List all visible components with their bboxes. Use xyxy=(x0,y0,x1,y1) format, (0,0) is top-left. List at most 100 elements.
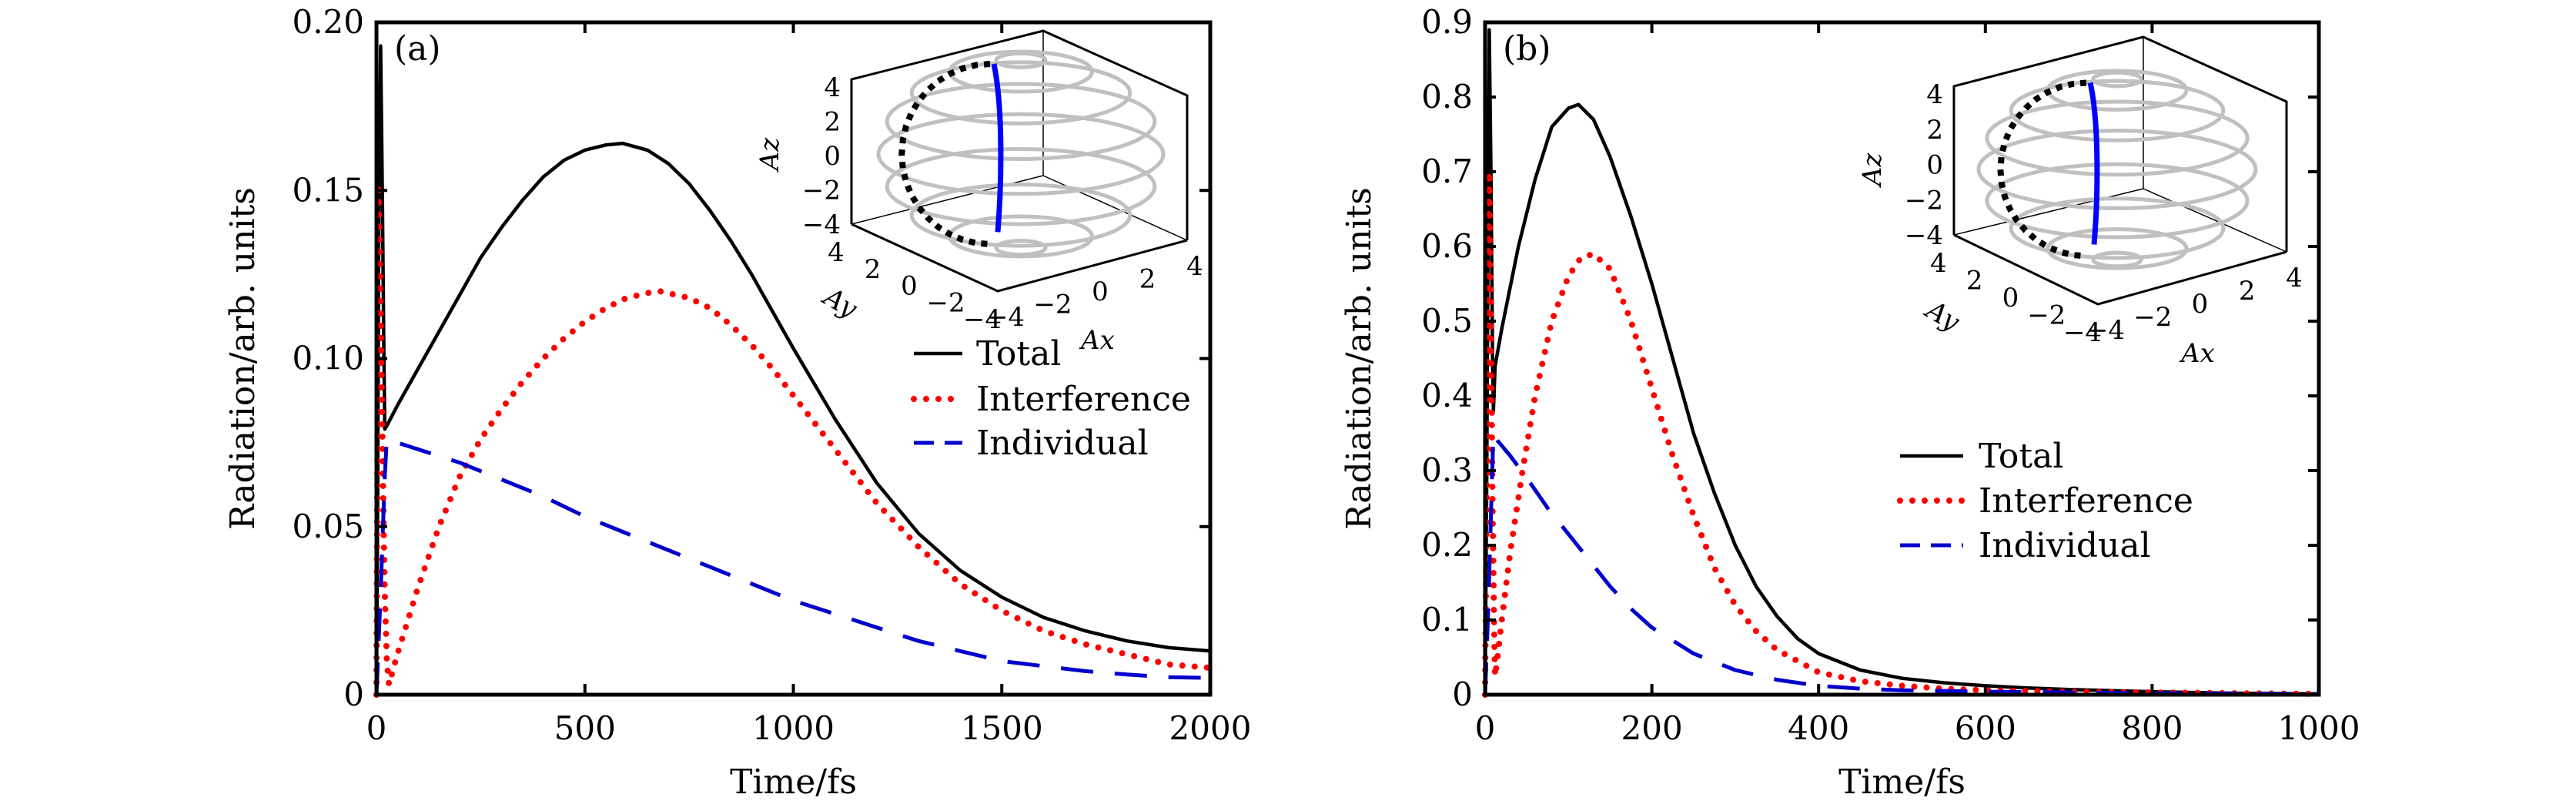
panel-a-legend: Total Interference Individual xyxy=(911,334,1191,463)
y-tick-label: 0.8 xyxy=(1421,78,1473,116)
panel-a-x-axis-title: Time/fs xyxy=(730,762,857,802)
inset-trace-dotted xyxy=(898,61,991,247)
inset-y-tick-label: 2 xyxy=(1966,266,1983,297)
inset-x-tick-label: 4 xyxy=(1186,251,1203,282)
legend-label-individual: Individual xyxy=(976,424,1149,463)
inset-sphere-ring xyxy=(1985,99,2250,177)
legend-label-total: Total xyxy=(976,334,1061,374)
inset-sphere-ring xyxy=(2009,196,2226,260)
inset-trace-solid xyxy=(2087,82,2100,245)
panel-a-y-axis-title: Radiation/arb. units xyxy=(223,187,263,530)
x-tick-label: 800 xyxy=(2121,709,2183,747)
inset-z-tick-label: −2 xyxy=(1905,185,1943,216)
x-tick-label: 1000 xyxy=(752,709,835,747)
x-tick-label: 1000 xyxy=(2278,709,2360,747)
panel-b-series-layer xyxy=(1482,28,2322,698)
inset-z-tick-label: 2 xyxy=(1926,115,1943,146)
inset-sphere-ring xyxy=(994,239,1048,257)
panel-b-plot-frame xyxy=(1483,20,2321,697)
x-tick-label: 2000 xyxy=(1169,709,1252,747)
inset-z-axis-title: Az xyxy=(1857,152,1888,189)
inset-sphere-ring xyxy=(885,147,1157,226)
inset-sphere-ring xyxy=(876,112,1166,196)
y-tick-label: 0.4 xyxy=(1421,377,1473,414)
inset-y-axis-title: Ay xyxy=(817,280,863,325)
inset-y-tick-label: 0 xyxy=(2002,283,2019,313)
inset-x-axis-title: Ax xyxy=(2179,338,2215,369)
panel-a-ticks: 0 500 1000 1500 2000 0 0.05 0.10 0.15 0.20 xyxy=(292,3,1251,747)
inset-z-tick-label: 4 xyxy=(824,72,841,103)
series-line-individual xyxy=(1483,431,2320,696)
inset-y-tick-label: 2 xyxy=(865,254,882,285)
inset-y-axis-title: Ay xyxy=(1919,293,1965,338)
inset-x-tick-label: 4 xyxy=(2286,263,2303,293)
panel-b-y-axis-title: Radiation/arb. units xyxy=(1340,187,1379,530)
inset-sphere-ring xyxy=(2046,227,2189,270)
y-tick-label: 0.1 xyxy=(1421,601,1473,638)
panel-a-plot-frame xyxy=(374,20,1213,697)
series-line-total xyxy=(1483,28,2320,696)
series-line-total xyxy=(374,44,1211,695)
panel-b-x-axis-title: Time/fs xyxy=(1838,762,1965,802)
inset-z-tick-label: −4 xyxy=(802,209,841,240)
inset-y-tick-label: −2 xyxy=(926,287,965,318)
inset-z-tick-label: −2 xyxy=(802,176,841,206)
inset-z-axis-title: Az xyxy=(754,137,785,173)
inset-box-base xyxy=(1953,233,2287,306)
y-tick-label: 0 xyxy=(343,675,364,713)
series-line-interference xyxy=(373,180,1213,698)
inset-z-tick-label: 2 xyxy=(824,107,841,138)
y-tick-label: 0.15 xyxy=(292,171,364,209)
inset-x-tick-label: 2 xyxy=(1139,264,1156,295)
inset-y-tick-label: −4 xyxy=(963,304,1002,335)
y-tick-label: 0.20 xyxy=(292,3,364,41)
y-tick-label: 0.6 xyxy=(1421,227,1473,265)
panel-a-label: (a) xyxy=(394,29,441,69)
panel-b-legend: Total Interference Individual xyxy=(1897,437,2193,565)
y-tick-label: 0.9 xyxy=(1421,3,1473,41)
inset-z-tick-label: 4 xyxy=(1926,79,1943,110)
panel-a: 0 500 1000 1500 2000 0 0.05 0.10 0.15 0.20 (a) Ti… xyxy=(223,3,1251,802)
series-line-individual xyxy=(374,437,1211,695)
inset-x-tick-label: −2 xyxy=(1033,290,1072,320)
inset-z-tick-label: −4 xyxy=(1905,220,1943,251)
x-tick-label: 0 xyxy=(366,709,387,747)
inset-sphere-ring xyxy=(2091,70,2143,89)
inset-inner-axis xyxy=(1953,188,2144,236)
y-tick-label: 0.05 xyxy=(292,508,364,545)
inset-x-tick-label: −4 xyxy=(986,302,1025,333)
panel-a-series-layer xyxy=(373,44,1213,698)
inset-x-tick-label: −2 xyxy=(2133,302,2172,333)
inset-y-tick-label: −2 xyxy=(2027,300,2066,331)
inset-y-tick-label: 4 xyxy=(828,237,845,268)
panel-b: 0 200 400 600 800 100000.10.20.30.40.50.60.70… xyxy=(1340,3,2360,802)
y-tick-label: 0.10 xyxy=(292,340,364,377)
x-tick-label: 600 xyxy=(1955,709,2016,747)
inset-x-tick-label: 2 xyxy=(2239,276,2256,307)
inset-x-tick-label: −4 xyxy=(2086,315,2125,346)
series-line-interference xyxy=(1482,169,2322,698)
inset-y-tick-label: 4 xyxy=(1930,248,1947,279)
inset-sphere-ring xyxy=(885,82,1157,161)
panel-b-label: (b) xyxy=(1503,29,1551,69)
y-tick-label: 0 xyxy=(1452,675,1473,713)
y-tick-label: 0.2 xyxy=(1421,526,1473,564)
inset-sphere-ring xyxy=(909,60,1132,126)
legend-label-interference: Interference xyxy=(1979,481,2193,521)
legend-label-interference: Interference xyxy=(976,380,1191,419)
x-tick-label: 1500 xyxy=(961,709,1043,747)
inset-sphere-ring xyxy=(1976,129,2258,210)
x-tick-label: 500 xyxy=(554,709,616,747)
x-tick-label: 400 xyxy=(1788,709,1849,747)
inset-sphere-ring xyxy=(994,51,1048,69)
inset-inner-axis xyxy=(2143,188,2287,253)
inset-sphere-ring xyxy=(2009,79,2226,142)
inset-z-tick-label: 0 xyxy=(824,141,841,172)
inset-trace-dotted xyxy=(1997,79,2087,260)
inset-trace-solid xyxy=(991,63,1004,233)
y-tick-label: 0.3 xyxy=(1421,451,1473,489)
y-tick-label: 0.7 xyxy=(1421,152,1473,190)
x-tick-label: 200 xyxy=(1621,709,1683,747)
